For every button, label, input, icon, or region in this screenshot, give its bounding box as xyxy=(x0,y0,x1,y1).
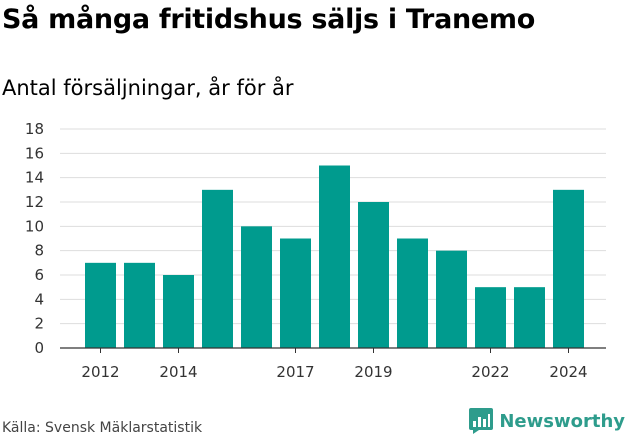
axes: 0 2 4 6 8 10 12 14 16 18 2012 2014 2017 2019 2022 2024 xyxy=(25,120,606,381)
y-tick-label: 16 xyxy=(25,144,44,162)
brand-name: Newsworthy xyxy=(499,410,625,432)
x-tick-label: 2019 xyxy=(354,363,392,381)
bar-2015 xyxy=(202,189,233,348)
y-tick-label: 4 xyxy=(34,290,44,308)
bar-2018 xyxy=(319,165,350,348)
chart-title: Så många fritidshus säljs i Tranemo xyxy=(2,4,536,35)
y-tick-label: 12 xyxy=(25,193,44,211)
x-tick-label: 2014 xyxy=(159,363,197,381)
x-tick-label: 2024 xyxy=(549,363,587,381)
x-tick-label: 2012 xyxy=(81,363,119,381)
bar-2023 xyxy=(514,287,545,348)
bar-2020 xyxy=(397,238,428,348)
bar-2013 xyxy=(124,262,155,348)
bar-2019 xyxy=(358,202,389,348)
bar-2017 xyxy=(280,238,311,348)
bar-2024 xyxy=(553,189,584,348)
brand-logo: Newsworthy xyxy=(469,407,625,435)
newsworthy-logo-icon xyxy=(469,408,494,434)
bar-2014 xyxy=(163,275,194,348)
y-tick-label: 8 xyxy=(34,242,44,260)
source-note: Källa: Svensk Mäklarstatistik xyxy=(2,420,203,436)
bars xyxy=(85,165,584,348)
x-tick-label: 2017 xyxy=(276,363,314,381)
bar-2021 xyxy=(436,250,467,348)
y-tick-label: 18 xyxy=(25,120,44,138)
y-tick-label: 0 xyxy=(34,339,44,357)
y-tick-label: 10 xyxy=(25,217,44,235)
x-tick-label: 2022 xyxy=(471,363,509,381)
y-tick-label: 6 xyxy=(34,266,44,284)
y-tick-label: 14 xyxy=(25,169,44,187)
bar-2022 xyxy=(475,287,506,348)
chart-subtitle: Antal försäljningar, år för år xyxy=(2,76,294,100)
bar-2016 xyxy=(241,226,272,348)
bar-2012 xyxy=(85,262,116,348)
y-tick-label: 2 xyxy=(34,315,44,333)
